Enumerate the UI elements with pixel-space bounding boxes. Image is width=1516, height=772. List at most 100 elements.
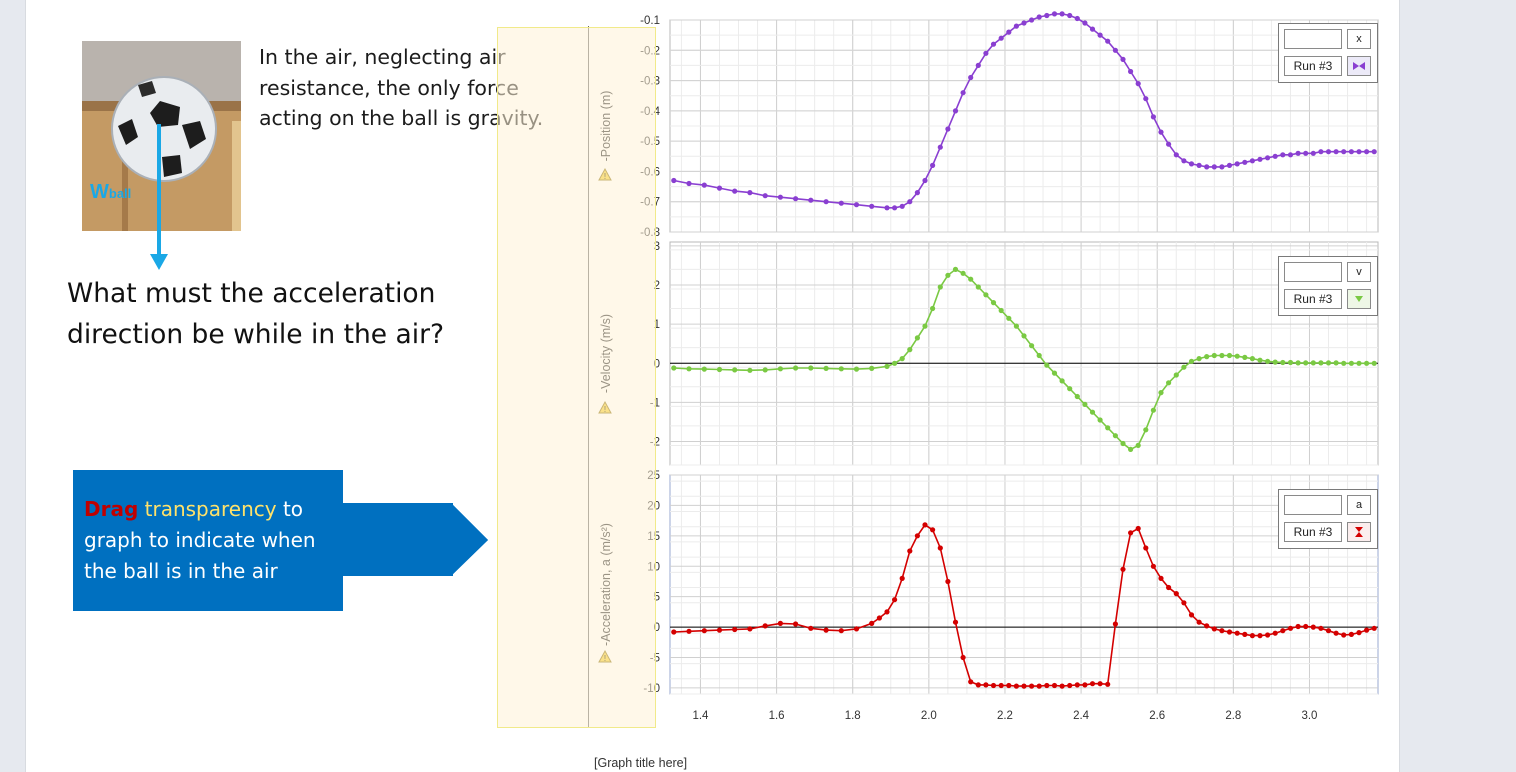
data-point-velocity [716, 366, 723, 373]
legend-velocity-marker-icon[interactable] [1347, 289, 1371, 309]
graph-title-placeholder[interactable]: [Graph title here] [594, 756, 688, 770]
data-point-acceleration [1371, 625, 1377, 631]
x-tick-label: 3.0 [1301, 710, 1317, 722]
data-point-velocity [899, 356, 905, 362]
data-point-position [732, 188, 738, 194]
data-point-position [1158, 129, 1164, 135]
data-point-acceleration [1325, 628, 1332, 634]
weight-label-main: W [90, 181, 109, 203]
legend-velocity-field[interactable] [1284, 262, 1342, 282]
data-point-acceleration [1150, 563, 1156, 569]
data-point-position [1310, 150, 1316, 156]
data-point-velocity [747, 367, 753, 373]
data-point-velocity [1280, 359, 1286, 366]
data-point-velocity [686, 366, 692, 372]
weight-label: Wball [90, 181, 131, 204]
data-point-acceleration [1318, 625, 1324, 631]
data-point-acceleration [838, 628, 844, 634]
data-point-position [1219, 164, 1225, 170]
data-point-position [1272, 153, 1278, 159]
legend-acceleration-marker-icon[interactable] [1347, 522, 1371, 542]
data-point-acceleration [922, 522, 928, 528]
legend-velocity-run[interactable]: Run #3 [1284, 289, 1342, 309]
data-point-position [1371, 149, 1377, 155]
data-point-position [1036, 14, 1042, 20]
data-point-position [823, 199, 829, 205]
data-point-acceleration [716, 627, 723, 633]
data-point-position [1341, 149, 1347, 155]
y-tick-label-acceleration: 0 [654, 622, 660, 634]
x-tick-label: 2.8 [1225, 710, 1241, 722]
data-point-acceleration [907, 548, 913, 554]
data-point-acceleration [1128, 530, 1134, 536]
legend-position-run[interactable]: Run #3 [1284, 56, 1342, 76]
data-point-velocity [907, 347, 913, 353]
x-tick-label: 1.6 [769, 710, 785, 722]
data-point-acceleration [1112, 621, 1118, 627]
data-point-position [892, 205, 898, 211]
data-point-position [960, 90, 966, 96]
data-point-position [1173, 152, 1179, 158]
data-point-position [671, 177, 677, 184]
data-point-velocity [808, 365, 814, 371]
data-point-velocity [1120, 440, 1126, 447]
data-point-velocity [869, 365, 875, 371]
data-point-acceleration [1006, 682, 1012, 689]
data-point-velocity [937, 284, 943, 290]
draggable-transparency[interactable] [497, 27, 656, 728]
motion-graphs[interactable]: -0.1-0.2-0.3-0.4-0.5-0.6-0.7-0.8-Positio… [588, 6, 1383, 728]
data-point-position [1051, 11, 1058, 17]
data-point-velocity [1074, 393, 1080, 400]
data-point-position [1280, 152, 1286, 158]
data-point-velocity [1059, 378, 1065, 384]
legend-position-marker-icon[interactable] [1347, 56, 1371, 76]
callout-arrow-tip [451, 503, 488, 576]
data-point-position [1105, 38, 1111, 44]
y-tick-label-velocity: 2 [654, 280, 660, 292]
data-point-position [1303, 150, 1309, 156]
data-point-velocity [1257, 357, 1263, 363]
data-point-position [793, 196, 799, 202]
data-point-velocity [823, 365, 829, 371]
data-point-velocity [1211, 352, 1217, 359]
data-point-velocity [1272, 359, 1278, 365]
data-point-position [1318, 149, 1324, 155]
data-point-acceleration [1120, 566, 1126, 572]
data-point-velocity [853, 366, 860, 372]
data-point-acceleration [701, 628, 707, 634]
data-point-velocity [1128, 446, 1134, 452]
data-point-position [1226, 162, 1233, 168]
data-point-acceleration [998, 682, 1004, 689]
soccer-ball-photo: Wball [82, 41, 241, 231]
data-point-acceleration [937, 545, 943, 551]
callout-drag-word: Drag [84, 497, 139, 521]
data-point-position [1196, 162, 1202, 168]
data-point-acceleration [1089, 681, 1096, 687]
data-point-velocity [1287, 359, 1294, 366]
callout-to-word: to [276, 497, 304, 521]
data-point-acceleration [1242, 631, 1248, 638]
legend-position-field[interactable] [1284, 29, 1342, 49]
data-point-acceleration [1257, 633, 1263, 639]
data-point-velocity [1295, 360, 1301, 366]
data-point-position [884, 205, 890, 211]
legend-acceleration-field[interactable] [1284, 495, 1342, 515]
data-point-acceleration [1059, 683, 1065, 689]
data-point-acceleration [990, 682, 997, 689]
weight-label-sub: ball [108, 186, 132, 201]
data-point-velocity [1158, 390, 1164, 396]
callout-arrow-body [73, 470, 343, 611]
data-point-position [1166, 141, 1172, 147]
legend-acceleration-run[interactable]: Run #3 [1284, 522, 1342, 542]
data-point-velocity [1013, 323, 1019, 329]
data-point-position [930, 162, 936, 168]
legend-acceleration-symbol: a [1347, 495, 1371, 515]
data-point-velocity [892, 360, 898, 366]
data-point-acceleration [762, 623, 768, 629]
data-point-acceleration [1348, 631, 1354, 638]
data-point-acceleration [1310, 624, 1316, 630]
data-point-velocity [945, 272, 951, 278]
data-point-position [869, 203, 875, 209]
data-point-position [1074, 15, 1080, 22]
data-point-acceleration [983, 682, 989, 688]
